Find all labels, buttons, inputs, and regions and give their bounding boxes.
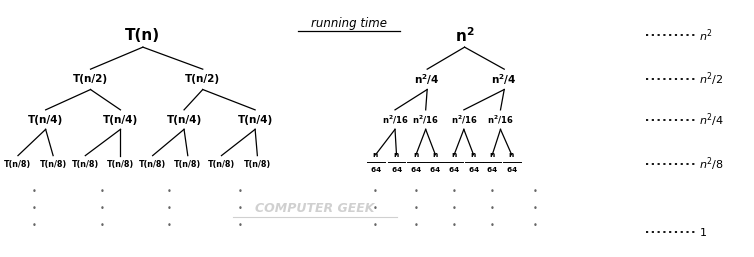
Text: T(n/8): T(n/8) (174, 160, 201, 169)
Text: $\mathbf{n^2}$: $\mathbf{n^2}$ (455, 26, 474, 45)
Text: T(n/4): T(n/4) (238, 115, 273, 125)
Text: •: • (167, 187, 171, 196)
Text: $\mathbf{n^2/16}$: $\mathbf{n^2/16}$ (382, 114, 409, 126)
Text: •: • (238, 221, 243, 230)
Text: $\mathbf{n}$: $\mathbf{n}$ (470, 151, 477, 159)
Text: •: • (490, 187, 495, 196)
Text: $\mathbf{64}$: $\mathbf{64}$ (506, 165, 518, 174)
Text: $\mathbf{64}$: $\mathbf{64}$ (410, 165, 422, 174)
Text: •: • (413, 187, 418, 196)
Text: •: • (238, 187, 243, 196)
Text: $\mathbf{64}$: $\mathbf{64}$ (369, 165, 382, 174)
Text: •: • (167, 204, 171, 213)
Text: $\mathbf{n}$: $\mathbf{n}$ (508, 151, 515, 159)
Text: T(n/8): T(n/8) (5, 160, 32, 169)
Text: T(n/8): T(n/8) (107, 160, 134, 169)
Text: •: • (490, 204, 495, 213)
Text: •: • (533, 204, 538, 213)
Text: •: • (100, 221, 104, 230)
Text: T(n/8): T(n/8) (139, 160, 166, 169)
Text: T(n/4): T(n/4) (167, 115, 201, 125)
Text: $\mathbf{n}$: $\mathbf{n}$ (489, 151, 495, 159)
Text: $n^2/4$: $n^2/4$ (699, 111, 724, 129)
Text: COMPUTER GEEK: COMPUTER GEEK (256, 202, 375, 215)
Text: •: • (32, 204, 37, 213)
Text: T(n/4): T(n/4) (28, 115, 63, 125)
Text: $\mathbf{n^2/4}$: $\mathbf{n^2/4}$ (415, 72, 440, 87)
Text: •: • (32, 187, 37, 196)
Text: •: • (533, 187, 538, 196)
Text: •: • (373, 204, 378, 213)
Text: T(n): T(n) (125, 28, 161, 43)
Text: •: • (373, 187, 378, 196)
Text: running time: running time (311, 17, 387, 30)
Text: $\mathbf{64}$: $\mathbf{64}$ (467, 165, 480, 174)
Text: •: • (413, 204, 418, 213)
Text: •: • (452, 187, 457, 196)
Text: $\mathbf{n^2/16}$: $\mathbf{n^2/16}$ (451, 114, 477, 126)
Text: $n^2/8$: $n^2/8$ (699, 155, 723, 173)
Text: •: • (100, 204, 104, 213)
Text: $\mathbf{n}$: $\mathbf{n}$ (432, 151, 439, 159)
Text: $\mathbf{n}$: $\mathbf{n}$ (393, 151, 400, 159)
Text: T(n/8): T(n/8) (72, 160, 99, 169)
Text: $n^2/2$: $n^2/2$ (699, 71, 723, 88)
Text: •: • (490, 221, 495, 230)
Text: $\mathbf{n^2/16}$: $\mathbf{n^2/16}$ (487, 114, 513, 126)
Text: T(n/8): T(n/8) (39, 160, 67, 169)
Text: $1$: $1$ (699, 226, 706, 238)
Text: •: • (413, 221, 418, 230)
Text: •: • (452, 221, 457, 230)
Text: $\mathbf{n}$: $\mathbf{n}$ (372, 151, 379, 159)
Text: $\mathbf{n}$: $\mathbf{n}$ (451, 151, 458, 159)
Text: •: • (32, 221, 37, 230)
Text: T(n/2): T(n/2) (73, 74, 108, 84)
Text: •: • (100, 187, 104, 196)
Text: $\mathbf{n}$: $\mathbf{n}$ (412, 151, 419, 159)
Text: $\mathbf{64}$: $\mathbf{64}$ (486, 165, 498, 174)
Text: T(n/8): T(n/8) (208, 160, 235, 169)
Text: •: • (373, 221, 378, 230)
Text: T(n/4): T(n/4) (103, 115, 138, 125)
Text: $\mathbf{n^2/16}$: $\mathbf{n^2/16}$ (412, 114, 439, 126)
Text: $\mathbf{64}$: $\mathbf{64}$ (430, 165, 441, 174)
Text: $\mathbf{64}$: $\mathbf{64}$ (448, 165, 460, 174)
Text: $\mathbf{n^2/4}$: $\mathbf{n^2/4}$ (492, 72, 517, 87)
Text: •: • (452, 204, 457, 213)
Text: •: • (533, 221, 538, 230)
Text: T(n/8): T(n/8) (244, 160, 271, 169)
Text: •: • (238, 204, 243, 213)
Text: $n^2$: $n^2$ (699, 27, 713, 44)
Text: $\mathbf{64}$: $\mathbf{64}$ (391, 165, 403, 174)
Text: T(n/2): T(n/2) (185, 74, 220, 84)
Text: •: • (167, 221, 171, 230)
